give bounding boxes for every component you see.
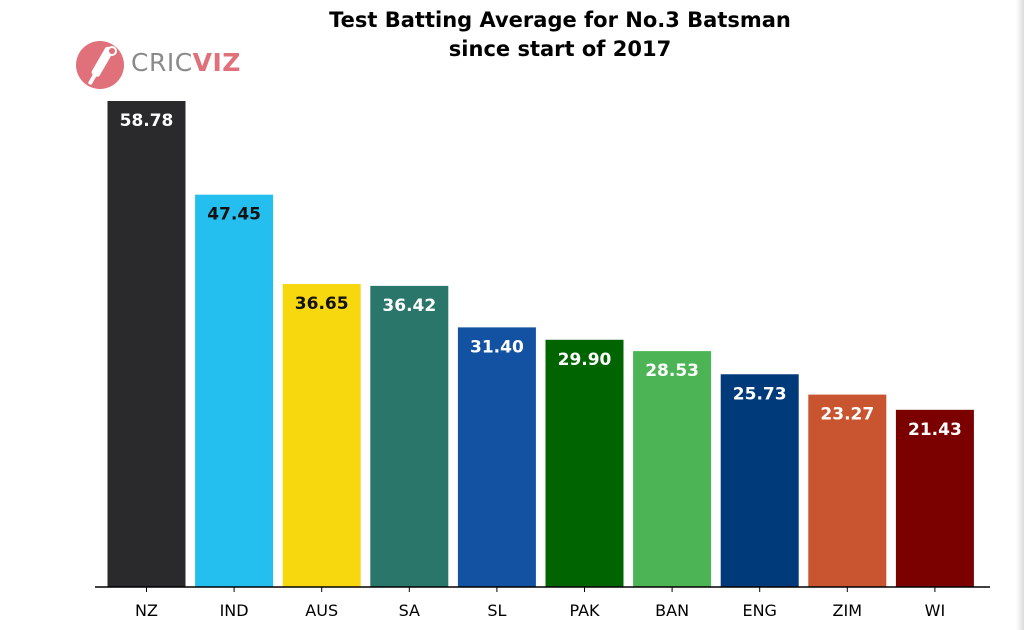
bar-nz: [107, 101, 186, 587]
bar-value-label-ban: 28.53: [645, 361, 699, 381]
chart-title-block: Test Batting Average for No.3 Batsman si…: [300, 6, 820, 64]
bar-value-label-nz: 58.78: [120, 111, 174, 131]
x-tick-label-ban: BAN: [655, 601, 689, 620]
page-edge-shadow: [1016, 0, 1024, 630]
bar-value-label-zim: 23.27: [820, 405, 874, 425]
bar-ind: [195, 194, 274, 587]
x-tick-label-zim: ZIM: [833, 601, 862, 620]
bar-ban: [633, 351, 712, 587]
chart-title: Test Batting Average for No.3 Batsman: [329, 8, 791, 32]
x-tick-label-ind: IND: [220, 601, 249, 620]
x-tick-label-sa: SA: [399, 601, 420, 620]
bar-value-label-ind: 47.45: [207, 205, 261, 225]
chart-subtitle: since start of 2017: [448, 37, 672, 61]
bar-value-label-wi: 21.43: [908, 420, 962, 440]
x-tick-label-pak: PAK: [569, 601, 600, 620]
bar-wi: [895, 409, 974, 587]
bar-sa: [370, 285, 449, 587]
logo-text-cric: CRIC: [131, 48, 193, 77]
bar-value-label-pak: 29.90: [558, 350, 612, 370]
bar-zim: [808, 394, 887, 587]
logo-wordmark: CRICVIZ: [131, 48, 241, 77]
x-tick-label-wi: WI: [925, 601, 946, 620]
x-tick-label-nz: NZ: [135, 601, 158, 620]
logo-text-viz: VIZ: [192, 48, 241, 77]
bar-sl: [457, 327, 536, 587]
bar-value-label-eng: 25.73: [733, 384, 787, 404]
cricviz-logo: CRICVIZ: [73, 37, 240, 93]
bar-value-label-aus: 36.65: [295, 294, 349, 314]
x-tick-label-sl: SL: [487, 601, 506, 620]
bar-aus: [282, 283, 361, 587]
bar-value-label-sl: 31.40: [470, 337, 524, 357]
bar-value-label-sa: 36.42: [382, 296, 436, 316]
x-tick-label-aus: AUS: [305, 601, 338, 620]
bar-pak: [545, 339, 624, 587]
x-tick-label-eng: ENG: [742, 601, 776, 620]
bar-eng: [720, 374, 799, 587]
cricket-bat-ball-icon: [76, 41, 124, 89]
